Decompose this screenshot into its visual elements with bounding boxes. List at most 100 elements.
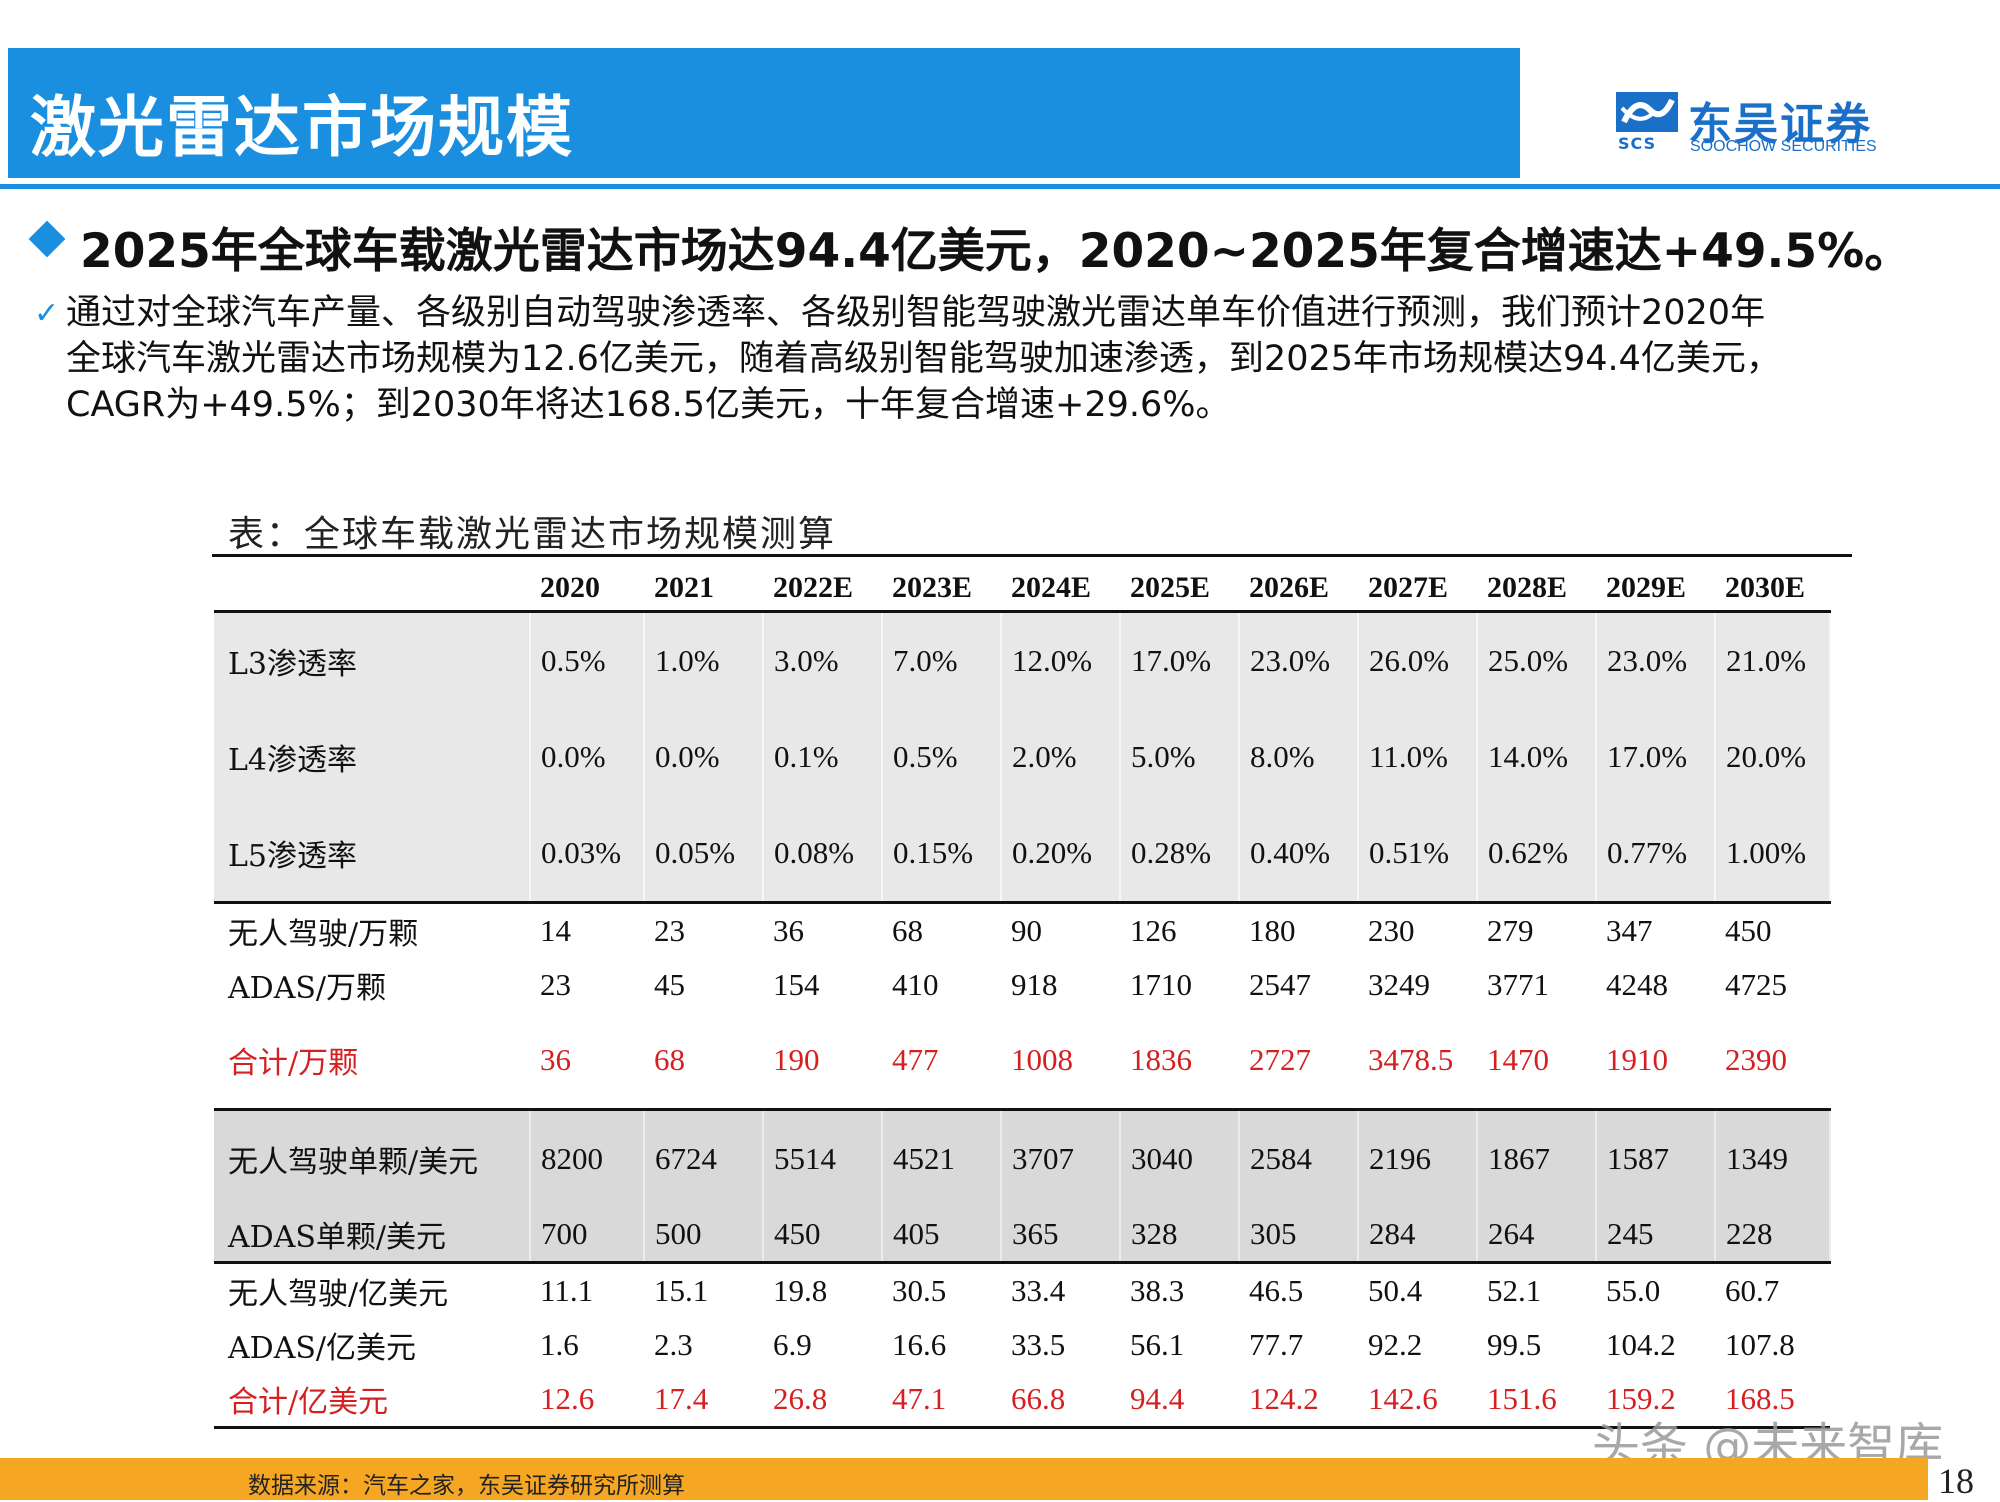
table-row: 合计/亿美元 12.6 17.4 26.8 47.1 66.8 94.4 124… (214, 1372, 1830, 1429)
table-cell: 1910 (1596, 1012, 1715, 1111)
column-header (214, 566, 530, 613)
table-cell: 305 (1239, 1207, 1359, 1264)
table-cell: 1836 (1120, 1012, 1239, 1111)
table-cell: 180 (1249, 913, 1296, 948)
logo-abbr: SCS (1618, 134, 1657, 153)
table-cell: 245 (1596, 1207, 1716, 1264)
row-label: 无人驾驶/亿美元 (228, 1277, 449, 1312)
table-cell: 2727 (1239, 1012, 1358, 1111)
table-cell: 11.1 (540, 1273, 594, 1308)
table-cell: 3707 (1001, 1109, 1121, 1207)
table-cell: 15.1 (654, 1273, 709, 1308)
logo-mark-icon (1616, 92, 1678, 132)
table-cell: 0.03% (530, 805, 645, 904)
table-cell: 8200 (530, 1109, 645, 1207)
column-header: 2022E (763, 566, 882, 613)
headline-text: 2025年全球车载激光雷达市场达94.4亿美元，2020~2025年复合增速达+… (80, 224, 1912, 279)
table-header-row: 2020 2021 2022E 2023E 2024E 2025E 2026E … (214, 566, 1830, 613)
table-cell: 0.62% (1477, 805, 1597, 904)
body-line: 全球汽车激光雷达市场规模为12.6亿美元，随着高级别智能驾驶加速渗透，到2025… (66, 339, 1781, 379)
table-cell: 92.2 (1368, 1327, 1423, 1362)
caption-rule (212, 554, 1852, 557)
table-row: 无人驾驶/万颗 14 23 36 68 90 126 180 230 279 3… (214, 903, 1830, 959)
row-label: 无人驾驶/万颗 (228, 917, 419, 952)
table-cell: 228 (1715, 1207, 1831, 1264)
table-cell: 0.0% (644, 709, 764, 805)
logo-cn: 东吴证券 (1688, 99, 1872, 150)
column-header: 2020 (530, 566, 644, 613)
table-cell: 405 (882, 1207, 1002, 1264)
body-line: 通过对全球汽车产量、各级别自动驾驶渗透率、各级别智能驾驶激光雷达单车价值进行预测… (66, 293, 1766, 333)
table-cell: 3771 (1487, 967, 1549, 1002)
table-cell: 90 (1011, 913, 1042, 948)
table-cell: 0.1% (763, 709, 883, 805)
table-row: 合计/万颗 36 68 190 477 1008 1836 2727 3478.… (214, 1012, 1830, 1111)
column-header: 2030E (1715, 566, 1830, 613)
row-label: ADAS/万颗 (228, 971, 387, 1006)
row-label: 合计/亿美元 (214, 1372, 530, 1429)
table-cell: 347 (1606, 913, 1653, 948)
row-label: L5渗透率 (214, 805, 531, 904)
column-header: 2025E (1120, 566, 1239, 613)
table-cell: 124.2 (1239, 1372, 1358, 1429)
table-cell: 2547 (1249, 967, 1311, 1002)
table-cell: 38.3 (1130, 1273, 1185, 1308)
table-row: L5渗透率 0.03% 0.05% 0.08% 0.15% 0.20% 0.28… (214, 805, 1831, 904)
table-cell: 4521 (882, 1109, 1002, 1207)
table-cell: 151.6 (1477, 1372, 1596, 1429)
table-cell: 700 (530, 1207, 645, 1264)
table-cell: 0.40% (1239, 805, 1359, 904)
column-header: 2026E (1239, 566, 1358, 613)
column-header: 2029E (1596, 566, 1715, 613)
table-cell: 3249 (1368, 967, 1430, 1002)
table-cell: 19.8 (773, 1273, 828, 1308)
table-cell: 142.6 (1358, 1372, 1477, 1429)
table-cell: 1710 (1130, 967, 1192, 1002)
table-cell: 47.1 (882, 1372, 1001, 1429)
table-cell: 1587 (1596, 1109, 1716, 1207)
footer-bar (0, 1458, 1928, 1500)
table-cell: 17.4 (644, 1372, 763, 1429)
table-cell: 1.6 (540, 1327, 579, 1362)
table-cell: 450 (763, 1207, 883, 1264)
table-cell: 68 (892, 913, 923, 948)
table-cell: 36 (773, 913, 804, 948)
table-cell: 168.5 (1715, 1372, 1830, 1429)
headline: 2025年全球车载激光雷达市场达94.4亿美元，2020~2025年复合增速达+… (28, 212, 1990, 279)
page-number: 18 (1938, 1461, 1974, 1501)
table-cell: 477 (882, 1012, 1001, 1111)
table-cell: 190 (763, 1012, 882, 1111)
table-row: 无人驾驶/亿美元 11.1 15.1 19.8 30.5 33.4 38.3 4… (214, 1263, 1830, 1319)
body-line: CAGR为+49.5%；到2030年将达168.5亿美元，十年复合增速+29.6… (66, 385, 1231, 425)
table-cell: 230 (1368, 913, 1415, 948)
table-cell: 1008 (1001, 1012, 1120, 1111)
row-label: L3渗透率 (214, 611, 531, 709)
table-cell: 6724 (644, 1109, 764, 1207)
table-cell: 23.0% (1596, 611, 1716, 709)
table-cell: 0.28% (1120, 805, 1240, 904)
data-source: 数据来源：汽车之家，东吴证券研究所测算 (248, 1473, 685, 1499)
table-cell: 7.0% (882, 611, 1002, 709)
column-header: 2021 (644, 566, 763, 613)
table-cell: 126 (1130, 913, 1177, 948)
table-row: ADAS单颗/美元 700 500 450 405 365 328 305 28… (214, 1207, 1831, 1264)
page-title: 激光雷达市场规模 (30, 89, 574, 166)
table-cell: 5514 (763, 1109, 883, 1207)
table-cell: 500 (644, 1207, 764, 1264)
diamond-bullet-icon (28, 220, 66, 258)
table-cell: 50.4 (1368, 1273, 1423, 1308)
row-label: 无人驾驶单颗/美元 (214, 1109, 531, 1207)
table-cell: 918 (1011, 967, 1058, 1002)
table-cell: 99.5 (1487, 1327, 1542, 1362)
table-cell: 2390 (1715, 1012, 1830, 1111)
table-cell: 3040 (1120, 1109, 1240, 1207)
table-cell: 4248 (1606, 967, 1668, 1002)
logo-en: SOOCHOW SECURITIES (1690, 138, 1877, 155)
table-cell: 107.8 (1725, 1327, 1795, 1362)
table-cell: 279 (1487, 913, 1534, 948)
table-cell: 6.9 (773, 1327, 812, 1362)
table-cell: 77.7 (1249, 1327, 1304, 1362)
table-cell: 17.0% (1120, 611, 1240, 709)
table-cell: 20.0% (1715, 709, 1831, 805)
table-cell: 0.5% (530, 611, 645, 709)
